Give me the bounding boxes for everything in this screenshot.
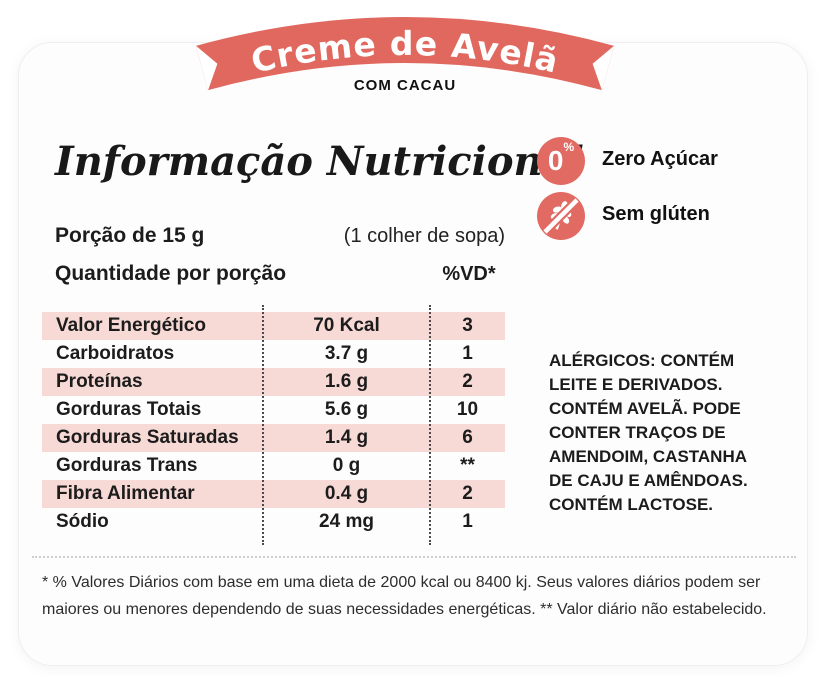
wheat-crossed-icon [541,196,581,236]
nutrient-name: Carboidratos [56,343,175,364]
nutrient-dv: 6 [462,427,473,448]
ribbon-right-notch [592,45,615,91]
nutrient-amount: 24 mg [319,511,374,532]
nutrient-name: Valor Energético [56,315,206,336]
table-row: Gorduras Totais 5.6 g 10 [42,396,505,424]
no-gluten-icon [537,192,585,240]
nutrient-dv: ** [460,455,475,476]
table-column-divider [262,305,264,545]
portion-note: (1 colher de sopa) [343,225,505,247]
nutrient-amount: 1.4 g [324,427,369,448]
nutrient-dv: 1 [462,511,473,532]
ribbon-band [195,17,615,91]
table-row: Sódio 24 mg 1 [42,508,505,536]
portion-size: Porção de 15 g [55,224,205,247]
nutrient-amount: 70 Kcal [313,315,380,336]
quantity-per-serving-header: Quantidade por porção [55,262,287,285]
nutrient-name: Sódio [56,511,109,532]
allergen-statement: ALÉRGICOS: CONTÉM LEITE E DERIVADOS. CON… [549,351,748,514]
nutrient-amount: 1.6 g [324,371,369,392]
nutrient-name: Fibra Alimentar [56,483,195,504]
nutrient-dv: 3 [462,315,473,336]
table-row: Carboidratos 3.7 g 1 [42,340,505,368]
table-row: Proteínas 1.6 g 2 [42,368,505,396]
product-subtitle: COM CACAU [353,77,457,94]
footnote-divider [32,556,796,558]
nutrient-name: Gorduras Totais [56,399,202,420]
zero-percent-icon: 0% [537,137,585,185]
daily-value-header: %VD* [442,263,496,285]
nutrient-amount: 3.7 g [324,343,369,364]
nutrient-dv: 2 [462,371,473,392]
title-ribbon: Creme de Avelã [195,17,615,91]
nutrient-name: Gorduras Trans [56,455,198,476]
table-row: Fibra Alimentar 0.4 g 2 [42,480,505,508]
nutrient-amount: 5.6 g [324,399,369,420]
nutrient-amount: 0 g [332,455,361,476]
table-column-divider [429,305,431,545]
page-title: Informação Nutricional [55,138,584,185]
label-card [18,42,808,666]
zero-sugar-label: Zero Açúcar [602,148,718,170]
nutrition-table: Valor Energético 70 Kcal 3 Carboidratos … [42,312,505,536]
ribbon-left-notch [195,45,218,91]
nutrient-name: Proteínas [56,371,143,392]
nutrient-dv: 10 [456,399,479,420]
nutrient-dv: 1 [462,343,473,364]
table-row: Valor Energético 70 Kcal 3 [42,312,505,340]
table-row: Gorduras Trans 0 g ** [42,452,505,480]
table-row: Gorduras Saturadas 1.4 g 6 [42,424,505,452]
nutrient-dv: 2 [462,483,473,504]
daily-values-footnote: * % Valores Diários com base em uma diet… [42,574,767,618]
nutrient-amount: 0.4 g [324,483,369,504]
gluten-free-label: Sem glúten [602,203,710,225]
nutrient-name: Gorduras Saturadas [56,427,239,448]
